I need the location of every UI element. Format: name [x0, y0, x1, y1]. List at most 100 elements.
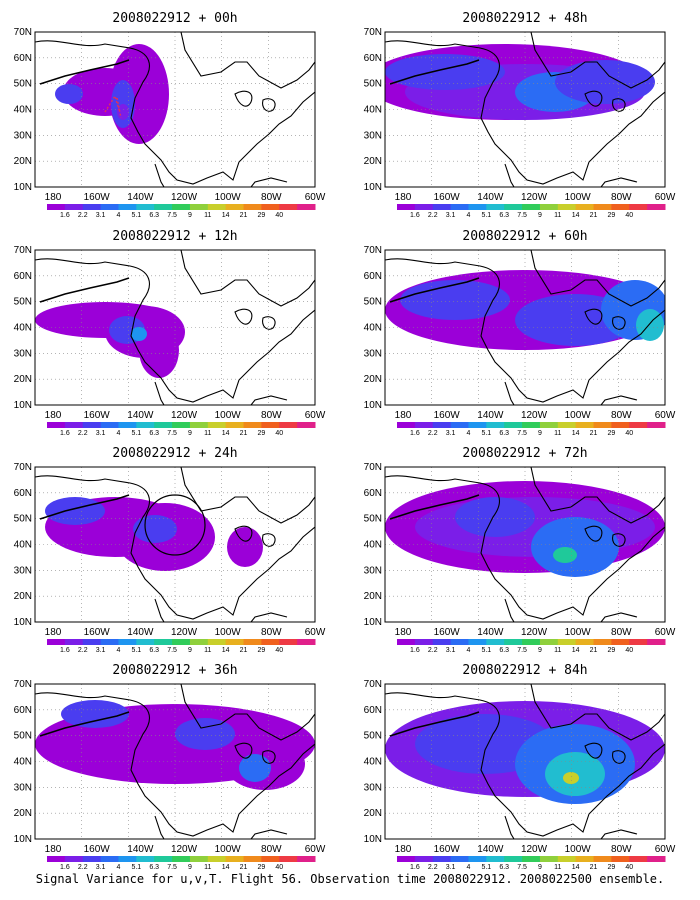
lon-label: 60W	[655, 192, 676, 203]
colorbar-label: 21	[240, 647, 248, 654]
variance-region	[239, 754, 271, 782]
panel-title: 2008022912 + 72h	[462, 446, 587, 461]
lon-label: 100W	[215, 627, 242, 638]
colorbar-swatch	[414, 204, 434, 210]
colorbar-swatch	[432, 422, 452, 428]
colorbar-swatch	[397, 422, 416, 428]
lat-label: 50N	[14, 514, 32, 525]
colorbar: 1.6 2.2 3.1 4 5.1 6.3 7.5 9 11 14 21 29 40	[47, 204, 316, 219]
colorbar-label: 6.3	[499, 864, 509, 870]
colorbar-swatch	[575, 422, 595, 428]
colorbar-swatch	[539, 639, 559, 645]
panel-title: 2008022912 + 84h	[462, 663, 587, 678]
colorbar-label: 40	[275, 647, 283, 654]
colorbar-label: 2.2	[428, 212, 438, 219]
colorbar-label: 6.3	[499, 647, 509, 654]
colorbar-swatch	[397, 639, 416, 645]
lat-label: 60N	[14, 53, 32, 64]
colorbar-swatch	[225, 639, 245, 645]
colorbar-swatch	[575, 639, 595, 645]
colorbar-swatch	[557, 639, 577, 645]
colorbar-label: 2.2	[428, 864, 438, 870]
lat-label: 30N	[14, 565, 32, 576]
colorbar-label: 11	[204, 430, 211, 437]
lat-label: 40N	[14, 757, 32, 768]
colorbar-swatch	[189, 422, 209, 428]
colorbar-label: 11	[204, 647, 211, 654]
lon-label: 80W	[611, 410, 632, 421]
colorbar-label: 14	[222, 430, 230, 437]
colorbar-swatch	[297, 639, 316, 645]
colorbar-label: 7.5	[517, 647, 527, 654]
lon-label: 140W	[477, 192, 504, 203]
colorbar-label: 40	[625, 864, 633, 870]
lon-label: 180	[45, 192, 62, 203]
lat-label: 50N	[14, 79, 32, 90]
colorbar-swatch	[468, 856, 487, 862]
variance-region	[385, 54, 505, 90]
lon-label: 160W	[84, 410, 111, 421]
colorbar-label: 21	[590, 647, 598, 654]
lon-label: 80W	[611, 627, 632, 638]
lat-label: 20N	[14, 591, 32, 602]
colorbar-swatch	[207, 422, 227, 428]
colorbar-label: 9	[538, 212, 542, 219]
colorbar-label: 5.1	[481, 864, 491, 870]
colorbar-label: 7.5	[517, 430, 527, 437]
panel-title: 2008022912 + 00h	[112, 11, 237, 26]
colorbar-label: 5.1	[131, 647, 141, 654]
lat-label: 40N	[14, 105, 32, 116]
lat-label: 20N	[364, 156, 382, 167]
map-frame	[384, 249, 666, 406]
colorbar-swatch	[207, 856, 227, 862]
colorbar-swatch	[189, 204, 209, 210]
colorbar-label: 29	[258, 647, 266, 654]
colorbar-label: 1.6	[410, 864, 420, 870]
colorbar-swatch	[172, 422, 191, 428]
colorbar-label: 3.1	[96, 212, 106, 219]
map-area	[385, 684, 665, 839]
map-frame	[384, 683, 666, 840]
colorbar-label: 40	[625, 430, 633, 437]
colorbar-swatch	[189, 639, 209, 645]
map-frame	[384, 31, 666, 188]
colorbar-swatch	[243, 856, 262, 862]
colorbar-label: 1.6	[410, 430, 420, 437]
colorbar: 1.6 2.2 3.1 4 5.1 6.3 7.5 9 11 14 21 29 40	[397, 856, 666, 870]
colorbar-swatch	[397, 856, 416, 862]
colorbar-swatch	[522, 204, 541, 210]
colorbar-swatch	[432, 639, 452, 645]
colorbar-swatch	[279, 204, 298, 210]
colorbar-label: 21	[590, 430, 598, 437]
colorbar-label: 6.3	[149, 430, 159, 437]
colorbar-label: 9	[188, 430, 192, 437]
forecast-panel: 2008022912 + 72h 70N 60N 50N 40N 30N 20N 10N 180…	[364, 446, 676, 654]
colorbar-label: 21	[590, 864, 598, 870]
colorbar-label: 6.3	[499, 212, 509, 219]
colorbar-swatch	[118, 204, 137, 210]
colorbar-swatch	[47, 204, 66, 210]
colorbar-label: 3.1	[96, 864, 106, 870]
colorbar-swatch	[522, 639, 541, 645]
colorbar-swatch	[297, 856, 316, 862]
lon-label: 100W	[215, 192, 242, 203]
map-frame	[34, 466, 316, 623]
variance-region	[400, 280, 510, 320]
colorbar-swatch	[207, 639, 227, 645]
lon-label: 120W	[171, 410, 198, 421]
colorbar-swatch	[504, 422, 523, 428]
lon-label: 60W	[305, 844, 326, 855]
variance-region	[455, 497, 535, 537]
lat-label: 60N	[14, 488, 32, 499]
lon-label: 140W	[127, 410, 154, 421]
colorbar-swatch	[486, 856, 505, 862]
colorbar-swatch	[172, 204, 191, 210]
variance-region	[117, 104, 129, 120]
lon-label: 100W	[565, 410, 592, 421]
lon-label: 60W	[305, 410, 326, 421]
colorbar-swatch	[629, 639, 648, 645]
lat-label: 10N	[14, 834, 32, 845]
variance-region	[133, 515, 177, 543]
colorbar-label: 40	[275, 864, 283, 870]
variance-region	[175, 718, 235, 750]
